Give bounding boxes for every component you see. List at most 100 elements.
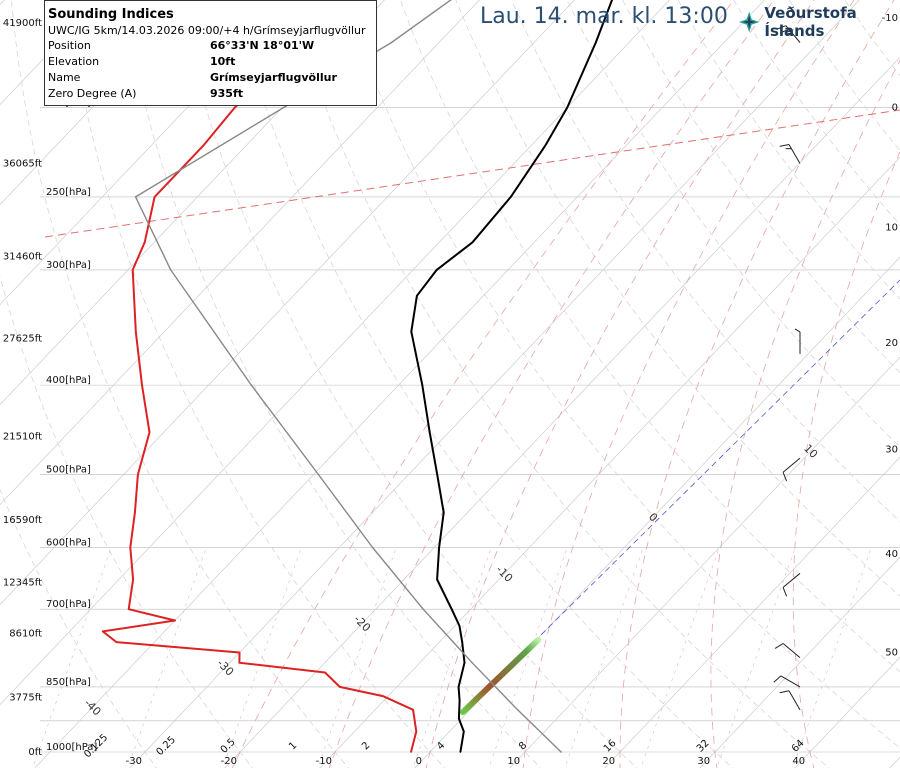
isotherm-line bbox=[34, 0, 765, 768]
altitude-label: 41900ft bbox=[3, 18, 42, 29]
right-temperature-label: 50 bbox=[885, 648, 898, 659]
mixing-ratio-line bbox=[564, 547, 644, 768]
dry-adiabat bbox=[122, 0, 542, 768]
dewpoint-point bbox=[137, 473, 139, 476]
dewpoint-point bbox=[382, 695, 385, 697]
info-run: UWC/IG 5km/14.03.2026 09:00/+4 h/Grímsey… bbox=[48, 24, 366, 37]
info-value: Grímseyjarflugvöllur bbox=[210, 71, 337, 84]
parcel-point bbox=[516, 709, 519, 711]
moist-adiabat bbox=[792, 151, 900, 768]
altitude-label: 21510ft bbox=[3, 432, 42, 443]
isotherm-line bbox=[224, 56, 900, 768]
right-temperature-label: 20 bbox=[885, 338, 898, 349]
temperature-point bbox=[436, 473, 439, 476]
tropopause-line bbox=[44, 109, 900, 238]
temperature-point bbox=[544, 144, 546, 147]
bottom-temperature-label: 30 bbox=[697, 756, 710, 767]
pressure-label: 500[hPa] bbox=[46, 465, 91, 476]
dewpoint-point bbox=[143, 241, 146, 244]
dry-adiabat bbox=[10, 0, 350, 768]
dry-adiabat bbox=[288, 0, 830, 768]
temperature-point bbox=[461, 641, 464, 643]
dry-adiabat bbox=[0, 275, 253, 768]
bottom-temperature-label: 20 bbox=[602, 756, 615, 767]
info-value: 935ft bbox=[210, 87, 244, 100]
temperature-point bbox=[471, 241, 474, 244]
parcel-point bbox=[422, 608, 425, 610]
mixing-ratio-line bbox=[127, 547, 207, 768]
dewpoint-point bbox=[135, 330, 137, 333]
mixing-ratio-line bbox=[222, 547, 302, 768]
moist-adiabat bbox=[710, 60, 900, 768]
mixing-ratio-label: 4 bbox=[435, 740, 447, 752]
parcel-point bbox=[371, 546, 374, 549]
temperature-point bbox=[458, 717, 460, 720]
dewpoint-point bbox=[324, 671, 326, 674]
mixing-ratio-line bbox=[716, 547, 796, 768]
isotherm-line bbox=[604, 456, 900, 768]
altitude-label: 8610ft bbox=[9, 629, 42, 640]
dewpoint-point bbox=[415, 730, 418, 733]
info-row-position: Position 66°33'N 18°01'W bbox=[48, 38, 376, 54]
dewpoint-point bbox=[148, 431, 151, 434]
dry-adiabat bbox=[233, 0, 734, 768]
parcel-point bbox=[134, 196, 137, 198]
pressure-label: 400[hPa] bbox=[46, 375, 91, 386]
info-key: Zero Degree (A) bbox=[48, 87, 137, 100]
parcel-point bbox=[560, 751, 562, 753]
moist-adiabat bbox=[619, 0, 895, 768]
temperature-point bbox=[459, 751, 462, 753]
mixing-ratio-label: 1 bbox=[287, 740, 299, 752]
pressure-label: 250[hPa] bbox=[46, 187, 91, 198]
moist-adiabat bbox=[328, 0, 775, 768]
parcel-point bbox=[317, 473, 320, 476]
dewpoint-point bbox=[238, 651, 241, 654]
info-row-elevation: Elevation 10ft bbox=[48, 54, 376, 70]
isotherm-line bbox=[509, 356, 900, 768]
altitude-label: 31460ft bbox=[3, 251, 42, 262]
temperature-point bbox=[410, 330, 413, 333]
temperature-profile bbox=[410, 0, 614, 753]
dewpoint-point bbox=[238, 661, 241, 664]
bottom-temperature-label: 0 bbox=[416, 756, 422, 767]
temperature-point bbox=[458, 700, 461, 702]
mixing-ratio-label: 2 bbox=[360, 740, 372, 752]
moist-adiabat bbox=[522, 0, 855, 768]
bottom-temperature-label: -10 bbox=[316, 756, 332, 767]
isotherm-line bbox=[794, 656, 900, 768]
dry-adiabat bbox=[399, 0, 900, 673]
wind-barb bbox=[773, 675, 801, 688]
pressure-label: 1000[hPa] bbox=[46, 742, 97, 753]
wind-barb bbox=[779, 690, 801, 711]
temperature-point bbox=[595, 41, 597, 44]
pressure-label: 300[hPa] bbox=[46, 260, 91, 271]
moist-adiabat bbox=[231, 0, 735, 768]
bottom-temperature-label: -30 bbox=[126, 756, 142, 767]
wind-barb bbox=[794, 328, 801, 354]
temperature-point bbox=[436, 578, 438, 581]
parcel-point bbox=[390, 41, 393, 44]
dewpoint-point bbox=[412, 709, 414, 711]
mixing-ratio-label: 8 bbox=[517, 740, 529, 752]
valid-time-title: Lau. 14. mar. kl. 13:00 bbox=[480, 4, 728, 29]
dewpoint-point bbox=[102, 630, 104, 633]
info-key: Position bbox=[48, 39, 91, 52]
temperature-point bbox=[463, 661, 466, 664]
dewpoint-point bbox=[115, 641, 118, 643]
dry-adiabat bbox=[455, 0, 900, 597]
brand-name: Veðurstofa Íslands bbox=[764, 4, 857, 40]
info-row-name: Name Grímseyjarflugvöllur bbox=[48, 70, 376, 86]
dry-adiabat bbox=[677, 0, 900, 300]
pressure-label: 850[hPa] bbox=[46, 677, 91, 688]
right-temperature-label: -10 bbox=[882, 13, 898, 24]
dry-adiabat bbox=[66, 0, 446, 768]
mixing-ratio-label: 0.5 bbox=[219, 737, 238, 756]
altitude-label: 36065ft bbox=[3, 159, 42, 170]
pressure-label: 700[hPa] bbox=[46, 599, 91, 610]
dewpoint-profile bbox=[101, 0, 418, 753]
isotherm-line bbox=[319, 156, 900, 768]
temperature-point bbox=[421, 384, 424, 386]
